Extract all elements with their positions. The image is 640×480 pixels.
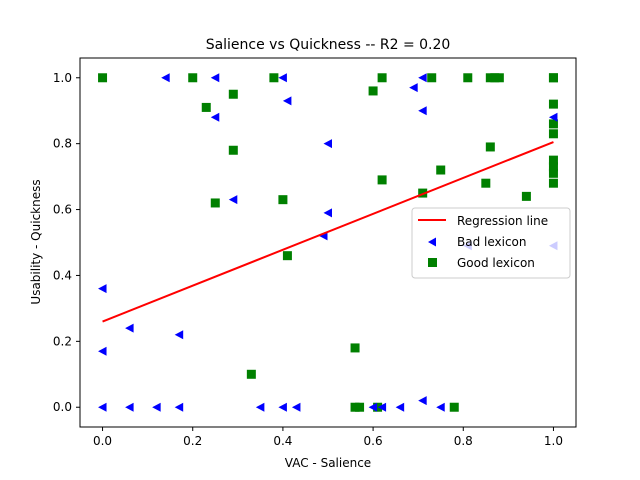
legend-good-lexicon-swatch	[428, 258, 437, 267]
good-lexicon-point	[278, 195, 288, 205]
x-tick-label: 0.2	[183, 434, 202, 448]
bad-lexicon-point	[174, 330, 184, 340]
good-lexicon-point	[521, 191, 531, 201]
good-lexicon-point	[427, 73, 437, 83]
y-tick-label: 0.2	[53, 334, 72, 348]
x-axis: 0.0 0.2 0.4 0.6 0.8 1.0	[93, 427, 563, 448]
x-tick-label: 0.0	[93, 434, 112, 448]
legend-box	[411, 207, 571, 279]
bad-lexicon-point	[282, 96, 292, 106]
good-lexicon-point	[246, 369, 256, 379]
good-lexicon-point	[548, 162, 558, 172]
y-tick-label: 0.4	[53, 268, 72, 282]
bad-lexicon-point	[418, 73, 427, 83]
good-lexicon-point	[282, 251, 292, 261]
legend: Regression line Bad lexicon Good lexicon	[411, 207, 571, 279]
bad-lexicon-point	[436, 402, 445, 412]
bad-lexicon-point	[409, 83, 418, 93]
good-lexicon-point	[485, 142, 495, 152]
bad-lexicon-point	[210, 73, 220, 83]
bad-lexicon-point	[161, 73, 170, 83]
good-lexicon-point	[548, 73, 558, 83]
bad-lexicon-point	[210, 112, 220, 122]
bad-lexicon-point	[228, 195, 238, 205]
good-lexicon-point	[368, 86, 378, 96]
bad-lexicon-point	[255, 402, 265, 412]
x-axis-label: VAC - Salience	[285, 456, 371, 470]
good-lexicon-point	[269, 73, 279, 83]
good-lexicon-point	[449, 402, 459, 412]
bad-lexicon-point	[377, 402, 387, 412]
good-lexicon-point	[377, 73, 387, 83]
bad-lexicon-point	[278, 73, 287, 83]
good-lexicon-point	[228, 89, 238, 99]
bad-lexicon-point	[395, 402, 405, 412]
chart-marks	[98, 73, 558, 412]
y-tick-label: 0.0	[53, 400, 72, 414]
legend-regression-label: Regression line	[457, 214, 548, 228]
good-lexicon-point	[210, 198, 220, 208]
legend-bad-lexicon-label: Bad lexicon	[457, 235, 527, 249]
y-tick-label: 1.0	[53, 71, 72, 85]
good-lexicon-point	[548, 129, 558, 139]
bad-lexicon-point	[174, 402, 184, 412]
legend-bad-lexicon-swatch	[428, 237, 436, 247]
x-tick-label: 0.4	[273, 434, 292, 448]
good-lexicon-point	[494, 73, 504, 83]
plot-frame	[79, 57, 577, 428]
y-axis-label: Usability - Quickness	[29, 179, 43, 304]
bad-lexicon-point	[418, 396, 427, 406]
bad-lexicon-point	[291, 402, 301, 412]
legend-good-lexicon-label: Good lexicon	[457, 256, 535, 270]
regression-line	[102, 141, 554, 323]
good-lexicon-point	[548, 99, 558, 109]
bad-lexicon-point	[152, 402, 161, 412]
x-tick-label: 1.0	[544, 434, 563, 448]
good-lexicon-point	[481, 178, 491, 188]
good-lexicon-point	[350, 402, 360, 412]
good-lexicon-point	[490, 73, 500, 83]
good-lexicon-point	[201, 102, 211, 112]
good-lexicon-point	[377, 175, 387, 185]
y-axis: 0.0 0.2 0.4 0.6 0.8 1.0	[53, 71, 80, 414]
good-lexicon-point	[548, 178, 558, 188]
bad-lexicon-point	[98, 284, 107, 294]
good-lexicon-point	[463, 73, 473, 83]
good-lexicon-point	[98, 73, 108, 83]
good-lexicon-point	[228, 145, 238, 155]
chart-title: Salience vs Quickness -- R2 = 0.20	[206, 37, 451, 53]
bad-lexicon-point	[125, 402, 134, 412]
x-tick-label: 0.8	[454, 434, 473, 448]
good-lexicon-point	[350, 343, 360, 353]
good-lexicon-point	[436, 165, 446, 175]
y-tick-label: 0.8	[53, 137, 72, 151]
bad-lexicon-point	[98, 402, 107, 412]
bad-lexicon-point	[98, 346, 107, 356]
y-tick-label: 0.6	[53, 203, 72, 217]
bad-lexicon-point	[278, 402, 287, 412]
good-lexicon-point	[355, 402, 365, 412]
bad-lexicon-point	[368, 402, 378, 412]
good-lexicon-point	[188, 73, 198, 83]
good-lexicon-point	[548, 155, 558, 165]
good-lexicon-point	[373, 402, 383, 412]
good-lexicon-point	[548, 168, 558, 178]
bad-lexicon-point	[323, 208, 332, 218]
bad-lexicon-point	[323, 139, 332, 149]
good-lexicon-point	[548, 119, 558, 129]
bad-lexicon-point	[418, 106, 427, 116]
x-tick-label: 0.6	[364, 434, 383, 448]
bad-lexicon-point	[125, 323, 134, 333]
bad-lexicon-point	[548, 112, 558, 122]
good-lexicon-point	[485, 73, 495, 83]
